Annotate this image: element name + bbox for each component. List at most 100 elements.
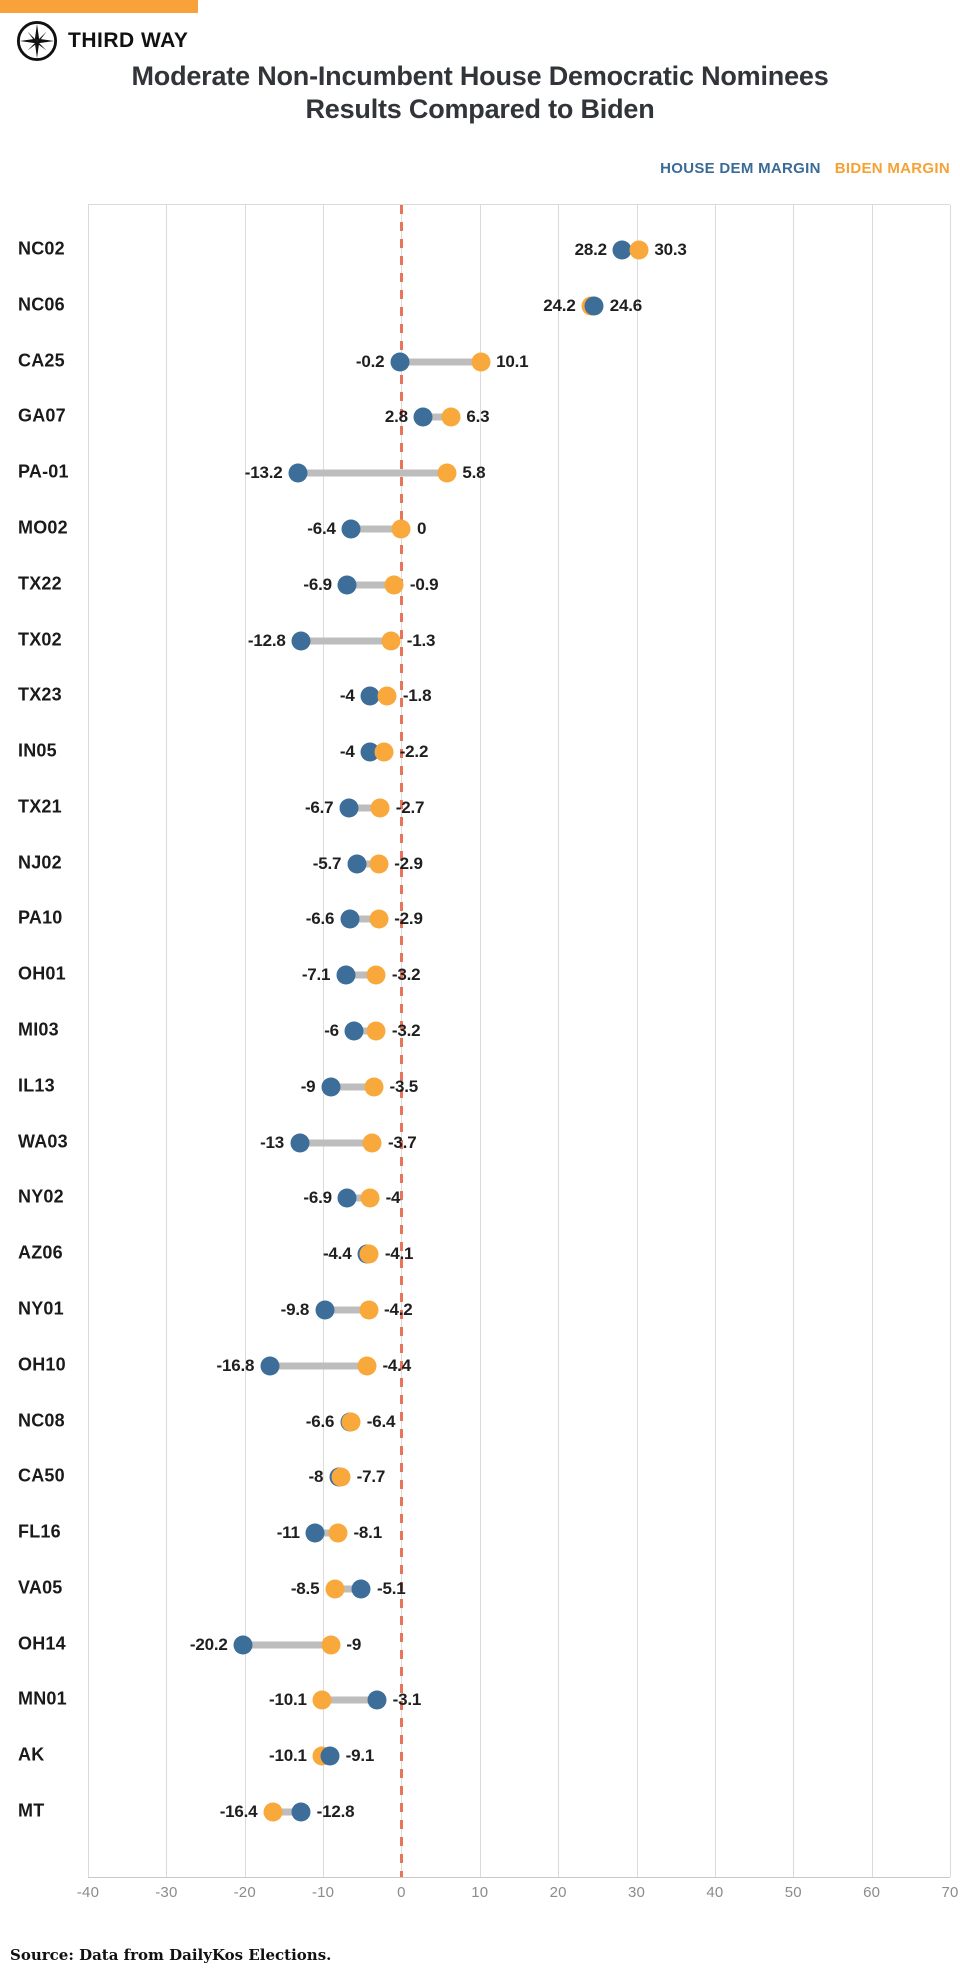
zero-reference-line	[400, 205, 404, 1877]
house-dem-dot-MI03	[344, 1021, 364, 1041]
biden-value-WA03: -3.7	[387, 1132, 417, 1152]
biden-value-TX02: -1.3	[406, 630, 436, 650]
house-dem-value-CA25: -0.2	[355, 351, 385, 371]
house-dem-value-TX22: -6.9	[303, 574, 332, 594]
biden-dot-AZ06	[359, 1244, 379, 1264]
house-dem-value-MO02: -6.4	[307, 518, 336, 538]
x-tick-label-0: 0	[397, 1884, 406, 1901]
x-tick-label--30: -30	[155, 1884, 178, 1901]
district-label-TX21: TX21	[18, 796, 62, 817]
gridline-x-70	[950, 205, 951, 1877]
house-dem-value-PA10: -6.6	[305, 909, 335, 929]
district-label-MT: MT	[18, 1800, 45, 1821]
connector-MT	[272, 1808, 302, 1816]
house-dem-value-MN01: -3.1	[392, 1690, 422, 1710]
biden-value-NY02: -4	[385, 1188, 401, 1208]
house-dem-dot-NY01	[315, 1300, 335, 1320]
x-tick-label--10: -10	[311, 1884, 335, 1901]
house-dem-dot-IL13	[321, 1077, 341, 1097]
house-dem-dot-TX22	[337, 575, 357, 595]
district-label-WA03: WA03	[18, 1131, 68, 1152]
gridline-x--20	[244, 205, 246, 1877]
plot-area: 28.2 30.3 24.2 24.6 -0.2 10.1 2.8 6.3 -13.2 5.8 -6…	[88, 204, 951, 1878]
house-dem-value-MT: -12.8	[316, 1802, 355, 1821]
house-dem-value-WA03: -13	[260, 1132, 285, 1152]
house-dem-value-MI03: -6	[324, 1021, 339, 1040]
house-dem-value-PA-01: -13.2	[244, 463, 283, 483]
house-dem-value-OH10: -16.8	[216, 1355, 255, 1375]
house-dem-value-NY01: -9.8	[280, 1299, 310, 1319]
brand-name: THIRD WAY	[68, 29, 189, 52]
biden-value-TX21: -2.7	[395, 797, 425, 817]
district-label-TX22: TX22	[18, 573, 62, 594]
biden-dot-NC02	[629, 240, 649, 260]
district-label-OH14: OH14	[18, 1633, 66, 1654]
house-dem-value-OH01: -7.1	[301, 965, 331, 985]
house-dem-value-NJ02: -5.7	[312, 853, 342, 873]
connector-CA25	[399, 358, 481, 366]
x-tick-label-30: 30	[627, 1884, 646, 1901]
biden-value-NJ02: -2.9	[394, 853, 423, 873]
x-tick-label-50: 50	[784, 1884, 802, 1901]
biden-value-NC06: 24.2	[543, 295, 576, 315]
house-dem-dot-AK	[320, 1746, 340, 1766]
biden-value-MI03: -3.2	[391, 1021, 421, 1040]
biden-value-IL13: -3.5	[389, 1076, 419, 1096]
district-label-OH01: OH01	[18, 963, 66, 984]
biden-dot-WA03	[362, 1133, 382, 1153]
house-dem-value-NC08: -6.6	[305, 1411, 335, 1431]
district-label-AZ06: AZ06	[18, 1242, 63, 1263]
biden-value-IN05: -2.2	[399, 742, 429, 762]
district-label-VA05: VA05	[18, 1577, 63, 1598]
district-label-PA10: PA10	[18, 907, 63, 928]
gridline-x--40	[88, 205, 89, 1877]
biden-value-AK: -10.1	[269, 1746, 307, 1766]
gridline-x-40	[714, 205, 716, 1877]
biden-value-AZ06: -4.1	[384, 1244, 414, 1264]
biden-value-OH01: -3.2	[391, 965, 421, 985]
connector-PA-01	[298, 469, 447, 477]
x-tick-label-40: 40	[706, 1884, 724, 1901]
biden-dot-TX21	[370, 798, 390, 818]
district-label-NC08: NC08	[18, 1410, 65, 1430]
house-dem-dot-MT	[291, 1802, 311, 1822]
connector-NY01	[324, 1306, 369, 1314]
biden-dot-IN05	[374, 742, 394, 762]
district-label-MN01: MN01	[18, 1688, 67, 1709]
district-label-NY01: NY01	[18, 1298, 64, 1319]
biden-dot-NY01	[359, 1300, 379, 1320]
biden-value-NC08: -6.4	[366, 1411, 396, 1431]
house-dem-dot-VA05	[351, 1579, 371, 1599]
brand-logo: THIRD WAY	[16, 20, 188, 62]
house-dem-value-AK: -9.1	[345, 1746, 375, 1766]
house-dem-value-VA05: -5.1	[376, 1578, 406, 1598]
x-tick-label--40: -40	[76, 1884, 100, 1901]
biden-dot-OH14	[321, 1635, 341, 1655]
biden-value-NY01: -4.2	[384, 1299, 413, 1319]
x-tick-label-20: 20	[549, 1884, 567, 1901]
district-label-FL16: FL16	[18, 1521, 61, 1542]
district-label-OH10: OH10	[18, 1354, 66, 1375]
connector-FL16	[315, 1529, 338, 1537]
connector-OH10	[269, 1362, 367, 1370]
district-label-IN05: IN05	[18, 740, 57, 761]
house-dem-value-NY02: -6.9	[303, 1188, 332, 1208]
biden-value-CA25: 10.1	[496, 351, 529, 371]
x-tick-label-70: 70	[941, 1884, 959, 1901]
biden-dot-OH10	[357, 1356, 377, 1376]
house-dem-value-NC02: 28.2	[574, 240, 607, 259]
legend-house-dem-margin: HOUSE DEM MARGIN	[660, 160, 821, 177]
district-label-NJ02: NJ02	[18, 852, 62, 873]
house-dem-dot-PA10	[340, 909, 360, 929]
biden-dot-CA25	[471, 352, 491, 372]
biden-dot-TX02	[381, 631, 401, 650]
house-dem-value-AZ06: -4.4	[322, 1244, 352, 1264]
district-label-TX02: TX02	[18, 629, 62, 649]
chart-title-line1: Moderate Non-Incumbent House Democratic …	[131, 61, 829, 91]
connector-MO02	[351, 525, 402, 533]
house-dem-dot-OH14	[233, 1635, 253, 1655]
house-dem-dot-WA03	[290, 1133, 310, 1153]
house-dem-value-FL16: -11	[276, 1523, 300, 1543]
gridline-x--30	[166, 205, 168, 1877]
house-dem-value-GA07: 2.8	[384, 407, 408, 427]
